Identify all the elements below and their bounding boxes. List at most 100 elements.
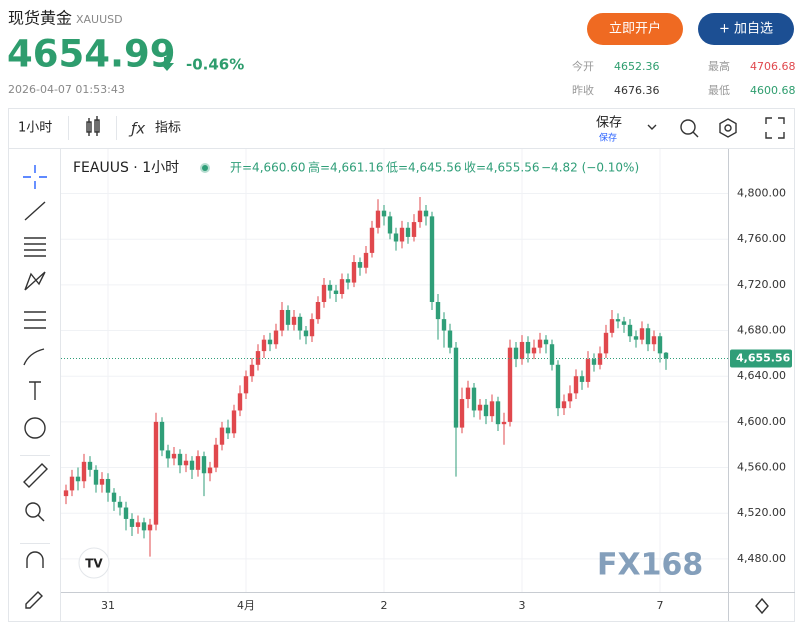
candle-body — [75, 476, 81, 482]
candle-body — [375, 210, 381, 228]
candle-body — [471, 387, 477, 411]
candle-body — [387, 216, 393, 234]
candle-body — [213, 444, 219, 468]
candle-body — [519, 341, 525, 360]
candle-body — [237, 393, 243, 411]
fx-icon[interactable]: ƒx — [128, 120, 145, 138]
candle-body — [135, 522, 141, 527]
y-tick-label: 4,480.00 — [737, 552, 786, 565]
candle-body — [147, 524, 153, 531]
open-account-label: 立即开户 — [609, 21, 661, 37]
price: 4654.99 — [7, 33, 176, 76]
candle-body — [549, 344, 555, 365]
y-tick-label: 4,560.00 — [737, 461, 786, 474]
candle-body — [603, 332, 609, 354]
candle-body — [87, 461, 93, 470]
candle-body — [243, 376, 249, 394]
add-watch-label: + 加自选 — [719, 22, 773, 37]
legend-open: 开=4,660.60 — [230, 161, 306, 175]
candle-body — [615, 319, 621, 322]
candle-body — [231, 410, 237, 434]
candle-body — [447, 330, 453, 348]
candle-body — [657, 336, 663, 354]
candle-body — [597, 353, 603, 365]
candle-body — [465, 387, 471, 400]
candle-body — [249, 364, 255, 377]
interval[interactable]: 1小时 — [18, 121, 52, 136]
candle-body — [507, 347, 513, 422]
candle-body — [351, 262, 357, 283]
candle-body — [423, 210, 429, 217]
title: 现货黄金 — [8, 9, 72, 28]
stat-label: 最高 — [708, 59, 730, 73]
candle-body — [459, 399, 465, 428]
candle-body — [567, 393, 573, 402]
last-price-tag — [730, 349, 792, 368]
candle-body — [483, 404, 489, 417]
legend-symbol: FEAUUS · 1小时 — [73, 160, 179, 176]
candle-body — [441, 319, 447, 331]
candle-body — [105, 478, 111, 493]
legend-close: 收=4,655.56 — [464, 161, 540, 175]
stat-label: 最低 — [708, 84, 730, 97]
stat-label: 今开 — [572, 59, 594, 73]
candle-body — [399, 227, 405, 242]
candle-body — [405, 227, 411, 237]
settings-icon-core — [724, 124, 732, 132]
settings-icon[interactable] — [719, 118, 737, 138]
candle-body — [429, 216, 435, 302]
candle-body — [543, 339, 549, 345]
y-tick-label: 4,600.00 — [737, 415, 786, 428]
candle-body — [393, 233, 399, 242]
axis-settings[interactable] — [755, 597, 769, 615]
candle-body — [63, 490, 69, 497]
candle-body — [153, 421, 159, 525]
x-tick-label: 31 — [101, 599, 115, 612]
candle-body — [573, 376, 579, 394]
candle-body — [345, 279, 351, 283]
candle-body — [639, 328, 645, 340]
open-account-button[interactable] — [587, 13, 683, 45]
candle-body — [99, 478, 105, 485]
candle-body — [633, 336, 639, 340]
candle-body — [291, 316, 297, 325]
stat-value: 4652.36 — [614, 60, 660, 73]
candle-body — [129, 518, 135, 527]
watermark: FX168 — [597, 548, 703, 583]
y-tick-label: 4,520.00 — [737, 506, 786, 519]
stat-label: 昨收 — [572, 83, 594, 97]
candle-body — [651, 336, 657, 345]
candle-body — [69, 476, 75, 491]
candle-body — [261, 339, 267, 352]
candle-icon[interactable] — [86, 116, 100, 136]
candle-body — [315, 301, 321, 320]
drawing-tools[interactable] — [23, 165, 48, 609]
candle-body — [489, 401, 495, 417]
candle-body — [645, 328, 651, 345]
status-dot — [202, 165, 208, 171]
candle-body — [621, 321, 627, 325]
y-tick-label: 4,800.00 — [737, 187, 786, 200]
chart-frame — [8, 108, 795, 622]
candle-body — [219, 427, 225, 445]
candle-body — [579, 376, 585, 382]
candle-body — [513, 347, 519, 360]
candle-body — [267, 339, 273, 345]
candle-body — [207, 467, 213, 474]
dropdown[interactable] — [647, 124, 657, 130]
candle-body — [201, 456, 207, 474]
indicators[interactable]: 指标 — [155, 121, 181, 136]
legend-change: −4.82 (−0.10%) — [541, 161, 639, 175]
fullscreen-icon[interactable] — [765, 117, 785, 139]
candle-body — [555, 364, 561, 409]
stat-value: 4600.68 — [750, 84, 796, 97]
candle-body — [381, 210, 387, 217]
y-tick-label: 4,720.00 — [737, 278, 786, 291]
add-watch-button[interactable] — [698, 13, 794, 45]
legend-low: 低=4,645.56 — [386, 161, 462, 175]
alert-icon[interactable] — [680, 119, 699, 138]
candle-body — [663, 352, 669, 359]
tv-logo[interactable] — [78, 547, 110, 579]
candle-body — [297, 316, 303, 331]
save[interactable]: 保存 — [596, 116, 622, 131]
